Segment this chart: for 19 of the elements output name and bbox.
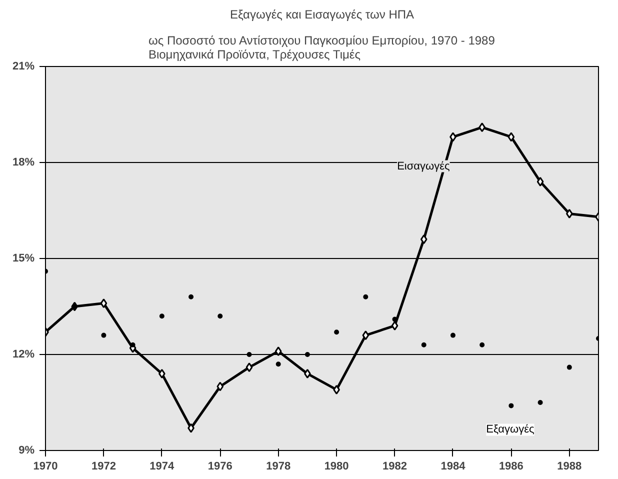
y-tick-label: 12% xyxy=(12,348,35,360)
x-tick-label: 1974 xyxy=(150,460,176,472)
series-label: Εξαγωγές xyxy=(486,424,534,436)
x-tick-label: 1978 xyxy=(266,460,291,472)
x-tick-label: 1970 xyxy=(33,460,58,472)
x-tick-label: 1972 xyxy=(91,460,116,472)
x-tick-label: 1988 xyxy=(557,460,582,472)
y-tick-label: 21% xyxy=(12,60,35,72)
y-tick-label: 15% xyxy=(12,252,35,264)
chart-title: Εξαγωγές και Εισαγωγές των ΗΠΑ xyxy=(230,8,414,22)
x-tick-label: 1986 xyxy=(498,460,524,472)
y-tick-label: 9% xyxy=(18,444,35,456)
y-tick-label: 18% xyxy=(12,156,35,168)
x-tick-label: 1976 xyxy=(208,460,232,472)
series-label: Εισαγωγές xyxy=(397,160,450,172)
chart-subtitle: ως Ποσοστό του Αντίστοιχου Παγκοσμίου Εμπορίου, 1970 - 1989 Βιομηχανικά Προϊόντα, Τρέχουσες Τιμές xyxy=(148,34,496,62)
x-tick-label: 1980 xyxy=(324,460,349,472)
x-tick-label: 1982 xyxy=(382,460,408,472)
x-tick-label: 1984 xyxy=(440,460,466,472)
